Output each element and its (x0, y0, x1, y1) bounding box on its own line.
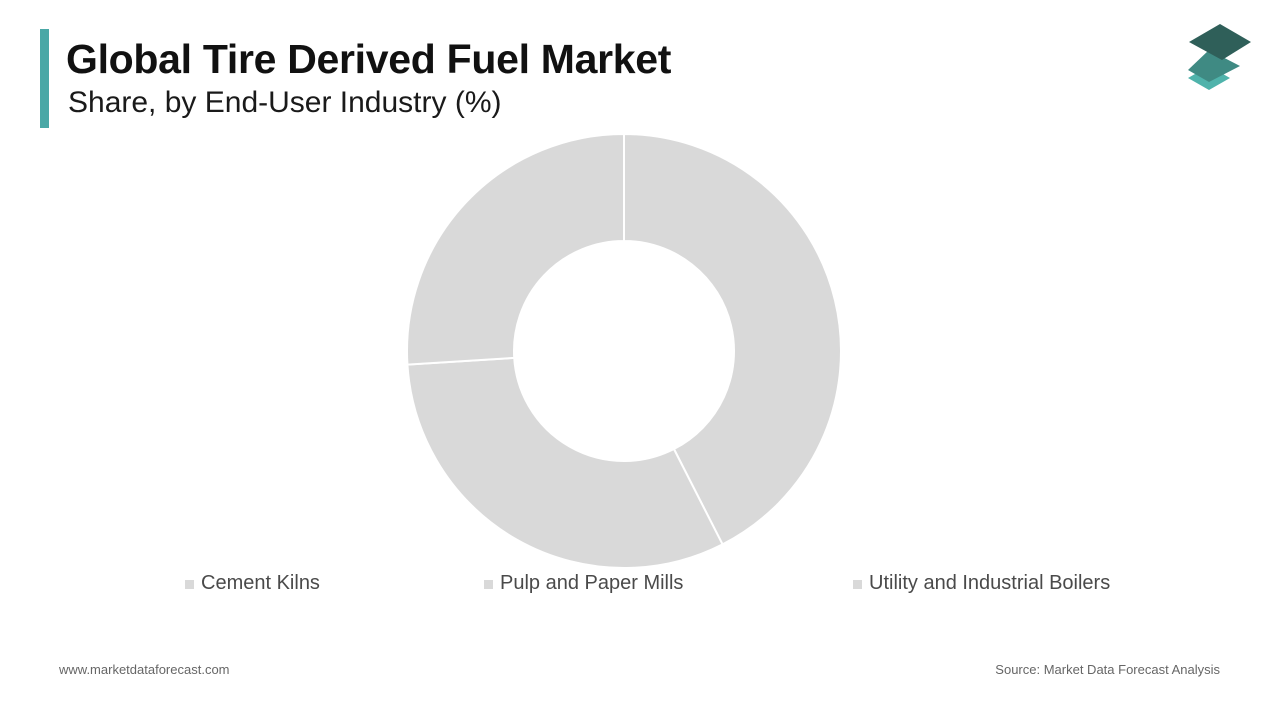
chart-title: Global Tire Derived Fuel Market (66, 36, 672, 82)
legend-swatch (185, 579, 194, 589)
donut-slice-pulp-and-paper-mills (406, 356, 724, 569)
legend-label: Cement Kilns (201, 571, 320, 594)
legend-item-pulp-and-paper-mills: Pulp and Paper Mills (484, 570, 683, 596)
title-accent-bar (40, 29, 49, 128)
legend-swatch (484, 579, 493, 589)
donut-slice-utility-and-industrial-boilers (406, 132, 625, 366)
legend-label: Pulp and Paper Mills (500, 571, 684, 594)
stacked-layers-icon (1188, 24, 1251, 90)
legend-label: Utility and Industrial Boilers (869, 571, 1111, 594)
legend-item-utility-and-industrial-boilers: Utility and Industrial Boilers (853, 570, 1110, 596)
chart-subtitle: Share, by End-User Industry (%) (68, 86, 502, 119)
logo-layer-top (1189, 24, 1251, 60)
logo-layer-middle (1188, 50, 1240, 82)
legend-item-cement-kilns: Cement Kilns (185, 570, 320, 596)
website-link[interactable]: www.marketdataforecast.com (59, 662, 230, 677)
legend-swatch (853, 579, 862, 589)
source-note: Source: Market Data Forecast Analysis (995, 662, 1220, 677)
donut-slice-cement-kilns (623, 132, 842, 546)
